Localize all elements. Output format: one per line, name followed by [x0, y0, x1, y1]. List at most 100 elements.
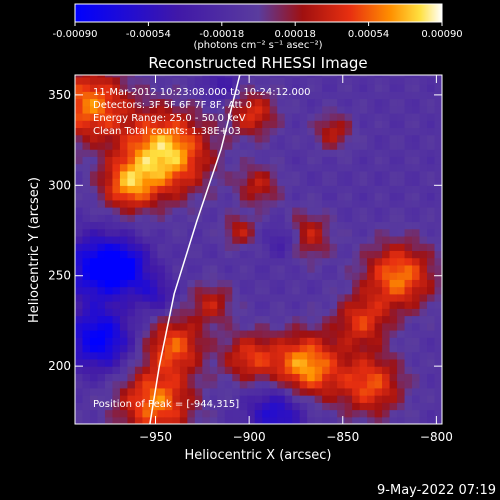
heatmap-cell	[149, 329, 158, 338]
heatmap-cell	[314, 134, 323, 143]
heatmap-cell	[224, 163, 233, 172]
heatmap-cell	[269, 228, 278, 237]
heatmap-cell	[292, 149, 301, 157]
heatmap-cell	[127, 98, 136, 107]
heatmap-cell	[374, 329, 383, 338]
heatmap-cell	[412, 149, 421, 157]
heatmap-cell	[164, 402, 173, 411]
heatmap-cell	[284, 192, 293, 201]
heatmap-cell	[239, 221, 248, 230]
heatmap-cell	[434, 279, 442, 288]
heatmap-cell	[419, 156, 428, 165]
heatmap-cell	[127, 235, 136, 244]
heatmap-cell	[209, 235, 218, 244]
heatmap-cell	[172, 192, 181, 201]
heatmap-cell	[277, 156, 286, 165]
heatmap-cell	[367, 112, 376, 121]
heatmap-cell	[209, 134, 218, 143]
heatmap-cell	[217, 199, 226, 208]
heatmap-cell	[404, 199, 413, 208]
heatmap-cell	[389, 75, 398, 78]
heatmap-cell	[104, 178, 114, 186]
heatmap-cells	[75, 75, 442, 424]
heatmap-cell	[224, 416, 233, 424]
heatmap-cell	[352, 214, 361, 223]
heatmap-cell	[119, 293, 129, 302]
heatmap-cell	[75, 221, 84, 230]
heatmap-cell	[134, 264, 144, 273]
heatmap-cell	[329, 315, 338, 324]
heatmap-cell	[187, 141, 196, 150]
heatmap-cell	[202, 301, 211, 309]
heatmap-cell	[202, 351, 211, 360]
heatmap-cell	[209, 76, 218, 85]
heatmap-cell	[142, 149, 151, 157]
heatmap-cell	[262, 329, 271, 338]
heatmap-cell	[374, 84, 383, 92]
heatmap-cell	[104, 337, 114, 346]
heatmap-cell	[239, 250, 248, 259]
heatmap-cell	[389, 84, 398, 92]
heatmap-cell	[419, 416, 428, 424]
heatmap-cell	[217, 221, 226, 230]
heatmap-cell	[232, 192, 241, 201]
heatmap-cell	[142, 163, 151, 172]
heatmap-cell	[119, 380, 129, 389]
heatmap-cell	[202, 170, 211, 179]
heatmap-cell	[299, 170, 308, 179]
heatmap-cell	[382, 185, 391, 194]
heatmap-cell	[277, 243, 286, 251]
heatmap-cell	[374, 221, 383, 230]
heatmap-cell	[194, 170, 203, 179]
heatmap-cell	[262, 170, 271, 179]
heatmap-cell	[322, 344, 331, 353]
heatmap-cell	[337, 387, 346, 396]
heatmap-cell	[427, 105, 436, 114]
heatmap-cell	[269, 293, 278, 302]
heatmap-cell	[427, 250, 436, 259]
heatmap-cell	[427, 351, 436, 360]
heatmap-cell	[142, 387, 151, 396]
heatmap-cell	[142, 228, 151, 237]
heatmap-cell	[97, 344, 106, 353]
heatmap-cell	[89, 402, 99, 411]
heatmap-cell	[389, 112, 398, 121]
heatmap-cell	[157, 84, 166, 92]
heatmap-cell	[329, 76, 338, 85]
heatmap-cell	[292, 322, 301, 331]
heatmap-cell	[194, 178, 203, 186]
heatmap-cell	[209, 395, 218, 403]
heatmap-cell	[149, 98, 158, 107]
heatmap-cell	[329, 185, 338, 194]
heatmap-cell	[314, 75, 323, 78]
heatmap-cell	[239, 301, 248, 309]
heatmap-cell	[352, 199, 361, 208]
heatmap-cell	[269, 207, 278, 215]
heatmap-cell	[232, 293, 241, 302]
heatmap-cell	[224, 402, 233, 411]
heatmap-cell	[314, 272, 323, 280]
heatmap-cell	[307, 221, 316, 230]
heatmap-cell	[427, 395, 436, 403]
heatmap-cell	[149, 84, 158, 92]
heatmap-cell	[187, 402, 196, 411]
heatmap-cell	[232, 207, 241, 215]
heatmap-cell	[89, 178, 99, 186]
heatmap-cell	[344, 235, 353, 244]
heatmap-cell	[322, 286, 331, 295]
heatmap-cell	[104, 250, 114, 259]
heatmap-cell	[367, 91, 376, 100]
heatmap-cell	[314, 214, 323, 223]
heatmap-cell	[367, 170, 376, 179]
heatmap-cell	[427, 243, 436, 251]
heatmap-cell	[307, 98, 316, 107]
heatmap-cell	[344, 127, 353, 136]
heatmap-cell	[269, 380, 278, 389]
heatmap-cell	[202, 257, 211, 266]
heatmap-cell	[89, 358, 99, 367]
heatmap-cell	[179, 207, 188, 215]
heatmap-cell	[427, 329, 436, 338]
heatmap-cell	[292, 235, 301, 244]
heatmap-cell	[419, 380, 428, 389]
heatmap-cell	[419, 243, 428, 251]
